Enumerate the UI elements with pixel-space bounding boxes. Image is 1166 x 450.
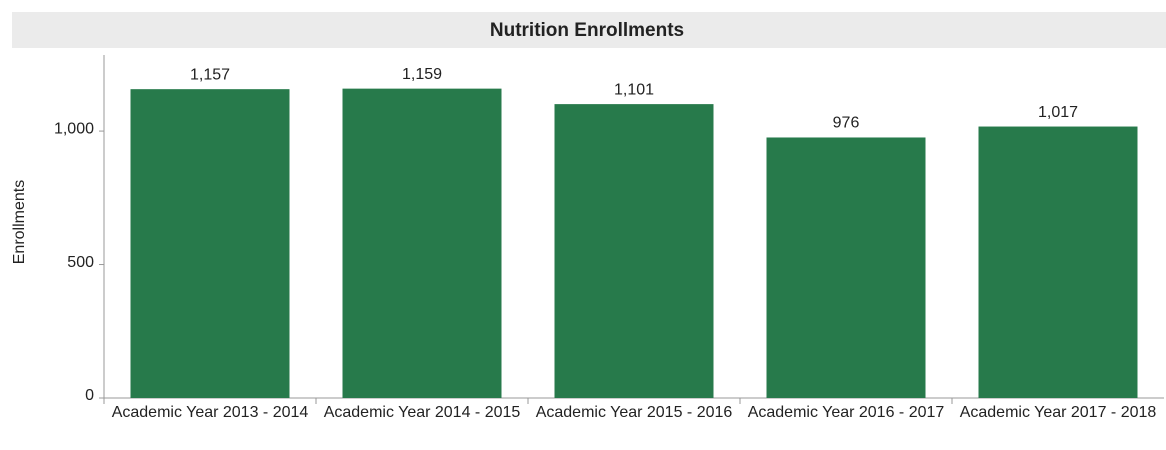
- y-tick-label: 500: [67, 254, 94, 271]
- y-tick-label: 1,000: [54, 120, 94, 137]
- x-tick-label: Academic Year 2014 - 2015: [323, 404, 521, 421]
- value-label: 1,017: [1038, 104, 1078, 121]
- bar: [978, 126, 1138, 398]
- y-axis-label: Enrollments: [11, 180, 28, 264]
- chart-title: Nutrition Enrollments: [490, 20, 684, 41]
- x-tick-label: Academic Year 2013 - 2014: [111, 404, 309, 421]
- x-tick-label: Academic Year 2017 - 2018: [959, 404, 1157, 421]
- x-tick-label: Academic Year 2016 - 2017: [747, 404, 945, 421]
- x-tick-label: Academic Year 2015 - 2016: [535, 404, 733, 421]
- y-tick-label: 0: [85, 387, 94, 404]
- value-label: 1,157: [190, 66, 230, 83]
- bar: [342, 88, 502, 398]
- bar: [130, 89, 290, 398]
- title-bar: [12, 12, 1166, 48]
- bar: [766, 137, 926, 398]
- value-label: 1,101: [614, 81, 654, 98]
- value-label: 976: [833, 115, 860, 132]
- bar: [554, 104, 714, 399]
- value-label: 1,159: [402, 66, 442, 83]
